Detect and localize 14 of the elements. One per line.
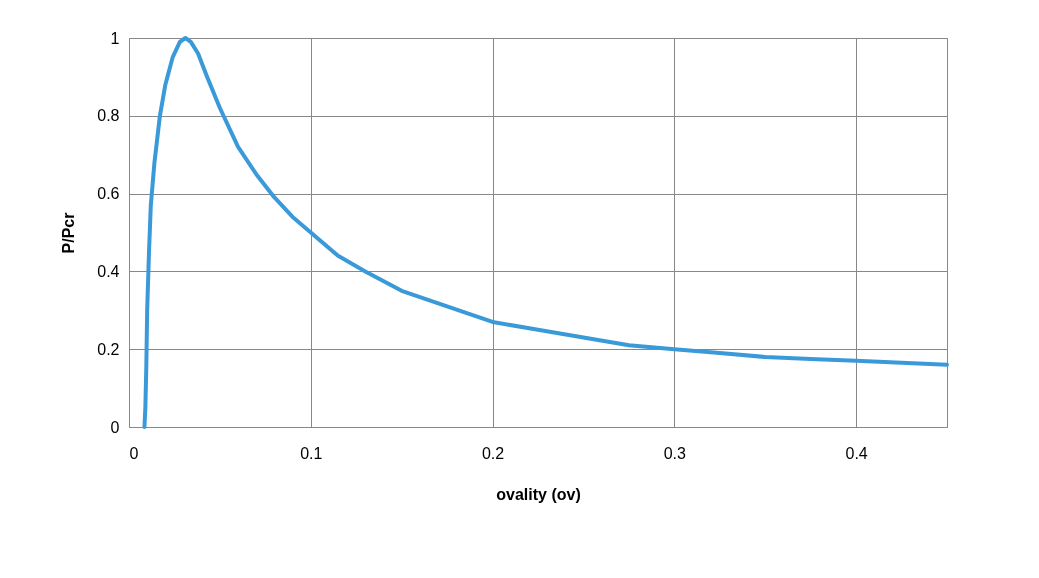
- y-tick-label: 0: [110, 418, 120, 436]
- y-axis-title: P/Pcr: [60, 212, 78, 254]
- x-axis-title: ovality (ov): [496, 485, 581, 503]
- line-series: [142, 36, 949, 429]
- y-tick-label: 0.4: [97, 262, 120, 280]
- y-tick-label: 0.6: [97, 185, 120, 203]
- x-tick-label: 0.4: [845, 444, 868, 462]
- x-tick-label: 0.3: [663, 444, 687, 462]
- y-tick-label: 0.8: [97, 107, 120, 125]
- x-tick-label: 0.1: [300, 444, 323, 462]
- x-tick-label: 0.2: [481, 444, 505, 462]
- x-tick-label: 0: [129, 444, 139, 462]
- y-tick-label: 0.2: [97, 340, 120, 358]
- y-tick-label: 1: [110, 29, 120, 47]
